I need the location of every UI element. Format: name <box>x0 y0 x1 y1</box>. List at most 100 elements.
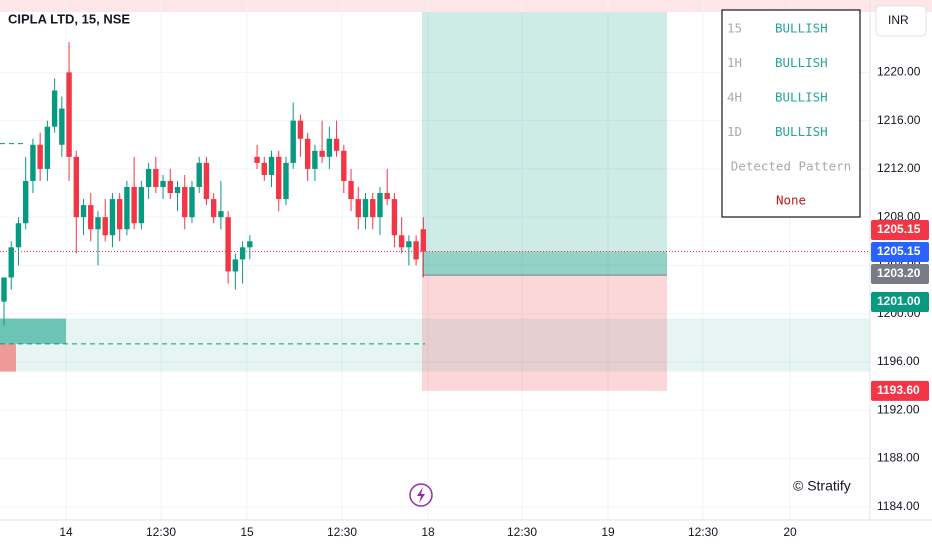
y-tick-label: 1216.00 <box>877 113 921 127</box>
candle-body <box>283 162 289 200</box>
candle-body <box>95 217 101 230</box>
zone-box-down <box>0 343 16 372</box>
candle-body <box>22 180 29 224</box>
candle-body <box>145 168 152 188</box>
candle-body <box>109 199 116 236</box>
candle-body <box>51 90 58 127</box>
candle-body <box>348 180 354 200</box>
target-area <box>422 12 667 276</box>
x-tick-label: 15 <box>240 525 254 539</box>
candle-body <box>290 120 296 163</box>
candle-body <box>66 72 72 157</box>
candle-body <box>384 193 390 200</box>
y-tick-label: 1188.00 <box>877 451 920 465</box>
x-tick-label: 12:30 <box>688 525 718 539</box>
price-badge <box>871 242 929 262</box>
candle-body <box>189 187 195 218</box>
x-tick-label: 20 <box>783 525 797 539</box>
candle-body <box>182 187 188 218</box>
candle-body <box>406 241 412 248</box>
trend: BULLISH <box>775 90 828 105</box>
candle-body <box>398 235 405 248</box>
candle-body <box>153 168 159 188</box>
trend: BULLISH <box>775 55 828 70</box>
trend: BULLISH <box>775 124 828 139</box>
candle-body <box>8 247 14 278</box>
trend: BULLISH <box>775 21 828 36</box>
candle-body <box>160 180 166 188</box>
candle-body <box>124 187 130 230</box>
candle-body <box>138 187 145 224</box>
candle-body <box>297 120 304 139</box>
candle-body <box>312 150 318 169</box>
candle-body <box>203 162 210 200</box>
filled-area <box>422 251 667 276</box>
candle-body <box>218 211 224 218</box>
candle-body <box>167 180 173 194</box>
timeframe: 1D <box>727 124 742 139</box>
candle-body <box>15 223 22 248</box>
x-tick-label: 12:30 <box>327 525 357 539</box>
price-badge <box>871 380 929 401</box>
candle-body <box>261 162 267 175</box>
y-tick-label: 1220.00 <box>877 65 921 79</box>
timeframe: 15 <box>727 21 742 36</box>
price-badge-label: 1203.20 <box>877 266 921 280</box>
candle-body <box>225 217 231 272</box>
candle-body <box>88 205 94 230</box>
candle-body <box>30 144 36 181</box>
price-badge <box>871 292 929 312</box>
x-tick-label: 12:30 <box>507 525 537 539</box>
candle-body <box>420 229 427 252</box>
top-strip <box>0 0 932 12</box>
candle-body <box>370 199 376 218</box>
candle-body <box>319 150 325 157</box>
candle-body <box>239 247 246 260</box>
timeframe: 4H <box>727 90 742 105</box>
stop-area <box>422 275 667 391</box>
candle-body <box>247 241 253 248</box>
price-badge <box>871 220 929 240</box>
candle-body <box>377 193 383 218</box>
candle-body <box>355 199 361 218</box>
event-icon-bolt <box>417 487 425 503</box>
currency[interactable]: INR <box>888 13 909 27</box>
y-tick-label: 1212.00 <box>877 161 921 175</box>
candle-body <box>44 126 51 169</box>
candle-body <box>73 156 79 218</box>
y-tick-label: 1184.00 <box>877 499 920 513</box>
zone-box-up <box>0 318 66 344</box>
zone <box>0 318 870 372</box>
chart-title: CIPLA LTD, 15, NSE <box>8 11 130 26</box>
price-badge-label: 1201.00 <box>877 294 921 308</box>
candle-body <box>1 277 7 302</box>
candle-body <box>37 144 43 169</box>
x-tick-label: 18 <box>421 525 435 539</box>
candle-body <box>326 138 333 157</box>
timeframe: 1H <box>727 55 742 70</box>
candle-body <box>131 187 137 224</box>
price-badge <box>871 264 929 284</box>
status-table <box>721 9 861 218</box>
x-tick-label: 19 <box>601 525 615 539</box>
y-tick-label: 1192.00 <box>877 402 920 416</box>
price-badge-label: 1193.60 <box>877 383 920 397</box>
candle-body <box>304 138 311 169</box>
candle-body <box>102 217 108 236</box>
candle-body <box>413 241 419 260</box>
price-badge-label: 1205.15 <box>877 244 921 258</box>
x-tick-label: 14 <box>59 525 73 539</box>
currency-button[interactable] <box>875 5 927 37</box>
candle-body <box>276 156 282 200</box>
candle-body <box>341 150 347 181</box>
candle-body <box>254 156 260 163</box>
candle-body <box>391 199 398 236</box>
pattern: None <box>776 193 806 208</box>
candle-body <box>362 199 369 218</box>
pattern-header: Detected Pattern <box>731 159 851 174</box>
watermark: © Stratify <box>793 478 851 494</box>
candle-body <box>196 162 202 188</box>
candle-body <box>333 138 340 151</box>
price-badge-label: 1205.15 <box>877 222 921 236</box>
